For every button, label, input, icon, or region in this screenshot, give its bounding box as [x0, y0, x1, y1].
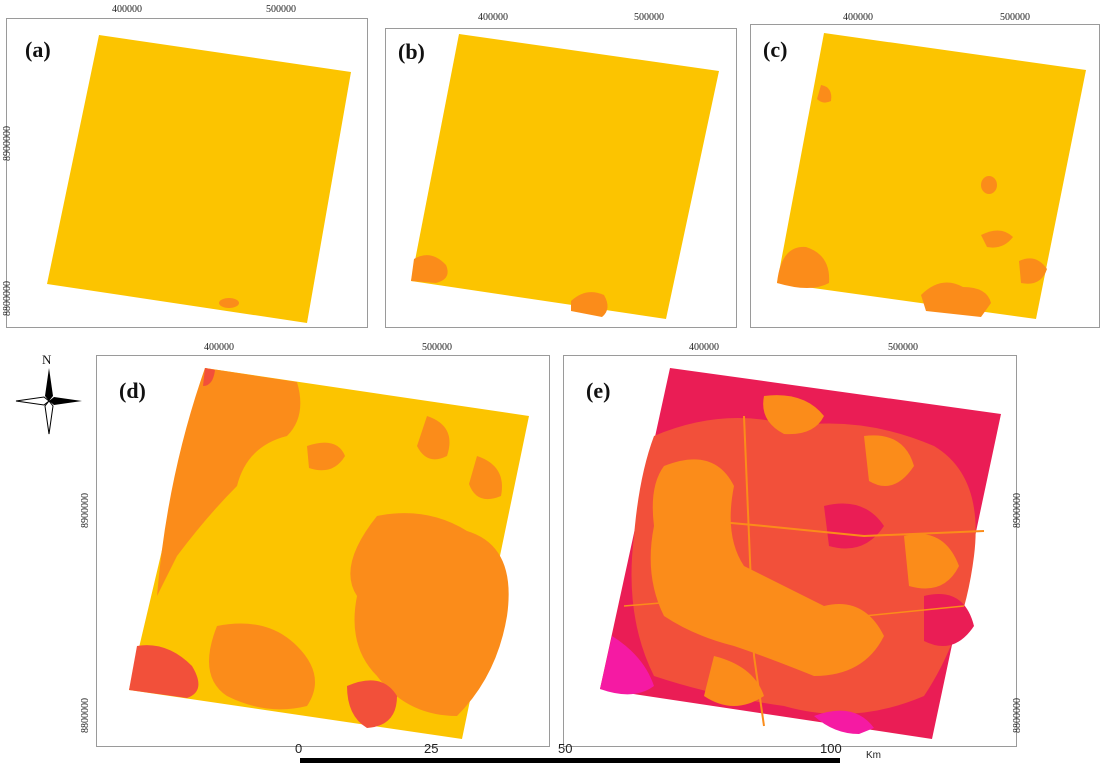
orange-region	[864, 435, 914, 486]
red-region	[129, 645, 199, 698]
road-network	[653, 515, 985, 538]
map-panel-c: (c)	[750, 24, 1100, 328]
map-e	[600, 368, 1001, 739]
panel-label: (a)	[25, 37, 51, 62]
raster-footprint	[777, 33, 1086, 319]
north-arrow: N	[14, 352, 84, 437]
map-c	[777, 33, 1086, 319]
orange-patch	[571, 292, 608, 317]
orange-patch	[817, 85, 832, 103]
x-tick-400000: 400000	[478, 12, 508, 23]
y-tick-8800000: 8800000	[2, 281, 13, 316]
orange-patch	[981, 230, 1013, 248]
orange-patch	[307, 442, 345, 471]
orange-region	[147, 368, 301, 616]
magenta-region	[814, 710, 874, 734]
map-panel-e: (e)	[563, 355, 1017, 747]
orange-patch	[1019, 258, 1047, 284]
map-panel-d: (d)	[96, 355, 550, 747]
raster-footprint	[411, 34, 719, 319]
x-tick-400000: 400000	[204, 342, 234, 353]
y-tick-8800000: 8800000	[1012, 698, 1023, 733]
x-tick-500000: 500000	[888, 342, 918, 353]
scale-tick-50: 50	[558, 741, 573, 756]
panel-label: (e)	[586, 378, 611, 403]
x-tick-500000: 500000	[266, 4, 296, 15]
scale-unit: Km	[866, 750, 881, 761]
x-tick-400000: 400000	[689, 342, 719, 353]
orange-region	[904, 534, 959, 589]
scale-tick-100: 100	[820, 741, 842, 756]
orange-patch	[981, 176, 997, 194]
scale-bar	[300, 758, 840, 763]
orange-patch	[219, 298, 239, 308]
orange-region	[350, 513, 509, 716]
map-d	[129, 368, 529, 739]
scale-tick-25: 25	[424, 741, 439, 756]
x-tick-500000: 500000	[1000, 12, 1030, 23]
orange-patch	[417, 416, 450, 460]
panel-label: (d)	[119, 378, 146, 403]
red-region	[347, 680, 397, 728]
panel-label: (c)	[763, 37, 788, 62]
panel-label: (b)	[398, 39, 425, 64]
red-patch	[203, 368, 215, 386]
map-panel-a: (a)	[6, 18, 368, 328]
y-tick-8900000: 8900000	[1012, 493, 1023, 528]
crimson-region	[824, 503, 884, 549]
x-tick-500000: 500000	[634, 12, 664, 23]
y-tick-8900000: 8900000	[2, 126, 13, 161]
orange-region	[704, 656, 764, 706]
orange-patch	[777, 246, 830, 288]
orange-region	[763, 395, 824, 435]
compass-rose-icon	[15, 368, 82, 435]
y-tick-8900000: 8900000	[80, 493, 91, 528]
x-tick-500000: 500000	[422, 342, 452, 353]
crimson-region	[924, 594, 974, 646]
orange-region	[650, 459, 884, 676]
north-label: N	[42, 352, 52, 367]
orange-patch	[921, 282, 991, 317]
map-panel-b: (b)	[385, 28, 737, 328]
road-network	[743, 415, 765, 727]
orange-patch	[469, 456, 502, 500]
orange-patch	[411, 255, 448, 283]
orange-region	[209, 623, 315, 710]
y-tick-8800000: 8800000	[80, 698, 91, 733]
magenta-region	[600, 636, 654, 695]
x-tick-400000: 400000	[843, 12, 873, 23]
x-tick-400000: 400000	[112, 4, 142, 15]
map-a	[47, 35, 351, 323]
road-network	[623, 595, 965, 617]
raster-footprint	[47, 35, 351, 323]
map-b	[411, 34, 719, 319]
scale-tick-0: 0	[295, 741, 303, 756]
